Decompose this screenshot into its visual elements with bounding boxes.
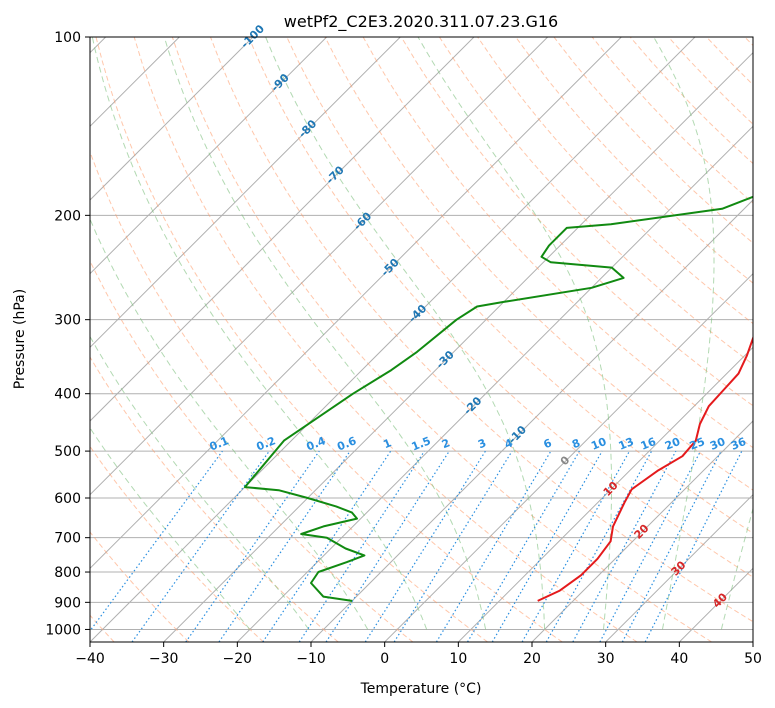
chart-title: wetPf2_C2E3.2020.311.07.23.G16	[284, 12, 558, 32]
mixing-ratio-label: 20	[663, 435, 682, 453]
x-tick-label: −30	[149, 651, 179, 667]
isotherm-line	[163, 51, 753, 642]
moist-adiabat-line	[653, 37, 715, 630]
mixing-ratio-label: 25	[688, 435, 707, 453]
mixing-ratio-label: 16	[639, 435, 658, 453]
dry-adiabat-line	[210, 37, 753, 623]
grid-layer	[90, 37, 753, 642]
temperature-profile-line	[537, 335, 753, 602]
mixing-ratio-line	[572, 450, 677, 642]
isotherm-line	[90, 37, 549, 496]
mixing-ratio-label: 30	[708, 435, 727, 453]
x-tick-label: 30	[597, 651, 615, 667]
dry-adiabat-line	[133, 37, 638, 642]
moist-adiabat-line	[90, 427, 251, 630]
y-axis-label: Pressure (hPa)	[12, 289, 28, 389]
x-tick-label: −20	[223, 651, 253, 667]
y-tick-label: 900	[54, 595, 81, 611]
moist-adiabat-line	[163, 37, 487, 630]
mixing-ratio-line	[466, 450, 580, 642]
isotherm-line	[605, 493, 753, 642]
isotherm-line	[90, 37, 475, 422]
dry-adiabat-line	[324, 37, 753, 491]
x-axis-label: Temperature (°C)	[360, 681, 482, 697]
moist-adiabat-line	[265, 37, 546, 630]
dry-adiabat-line	[90, 531, 190, 642]
plot-frame	[89, 36, 754, 643]
mixing-ratio-line	[491, 450, 603, 642]
dry-adiabat-line	[438, 37, 753, 366]
y-tick-label: 1000	[45, 622, 81, 638]
mixing-ratio-label: 3	[476, 436, 488, 451]
isotherm-line	[90, 37, 696, 642]
x-tick-label: 10	[449, 651, 467, 667]
x-tick-label: 40	[670, 651, 688, 667]
moist-adiabat-line	[417, 37, 612, 630]
y-tick-label: 600	[54, 491, 81, 507]
isotherm-line	[90, 37, 401, 349]
mixing-ratio-label: 2	[440, 436, 452, 451]
isotherm-line	[90, 37, 328, 275]
tick-layer: −40 −30 −20 −10 0 10 20 30 40 50 1000 900 800 700 600 5…	[45, 30, 762, 667]
dry-adiabat-line	[171, 37, 712, 642]
isotherm-line	[384, 272, 753, 642]
y-tick-label: 100	[54, 30, 81, 46]
mixing-ratio-line	[218, 450, 351, 642]
x-tick-label: 20	[523, 651, 541, 667]
x-tick-label: 0	[380, 651, 389, 667]
moist-adiabat-line	[720, 506, 753, 630]
y-tick-label: 500	[54, 444, 81, 460]
mixing-ratio-line	[521, 450, 631, 642]
y-tick-label: 300	[54, 313, 81, 329]
y-tick-label: 700	[54, 531, 81, 547]
dry-adiabat-line	[90, 150, 488, 642]
x-tick-label: −40	[75, 651, 105, 667]
mixing-ratio-line	[325, 450, 450, 642]
dry-adiabat-line	[400, 37, 753, 407]
mixing-ratio-layer	[90, 450, 743, 642]
isotherm-line	[90, 37, 254, 201]
y-tick-label: 200	[54, 208, 81, 224]
mixing-ratio-line	[545, 450, 653, 642]
x-tick-label: 50	[744, 651, 762, 667]
mixing-ratio-label: 1	[381, 436, 393, 451]
dry-adiabat-line	[248, 37, 753, 578]
y-tick-label: 800	[54, 565, 81, 581]
isotherm-line	[236, 125, 753, 642]
isotherm-line	[90, 37, 622, 570]
dewpoint-profile-line	[243, 195, 753, 602]
moist-adiabat-line	[91, 37, 428, 630]
mixing-ratio-label: 8	[570, 436, 582, 451]
mixing-ratio-label: 36	[729, 435, 748, 453]
dry-adiabat-line	[515, 37, 753, 284]
y-tick-label: 400	[54, 387, 81, 403]
mixing-ratio-line	[185, 450, 320, 642]
mixing-ratio-line	[435, 450, 552, 642]
adiabat-layer	[90, 37, 753, 642]
dry-adiabat-line	[90, 356, 339, 642]
mixing-ratio-label: 10	[589, 435, 608, 453]
mixing-ratio-label: 13	[617, 435, 636, 453]
moist-adiabat-line	[90, 335, 310, 630]
mixing-ratio-line	[393, 450, 513, 642]
mixing-ratio-line	[364, 450, 486, 642]
isotherm-line	[531, 420, 753, 642]
x-tick-label: −10	[296, 651, 326, 667]
dry-adiabat-line	[90, 445, 264, 642]
isotherm-line	[457, 346, 753, 642]
series-layer	[243, 195, 753, 602]
dry-adiabat-line	[95, 37, 563, 642]
